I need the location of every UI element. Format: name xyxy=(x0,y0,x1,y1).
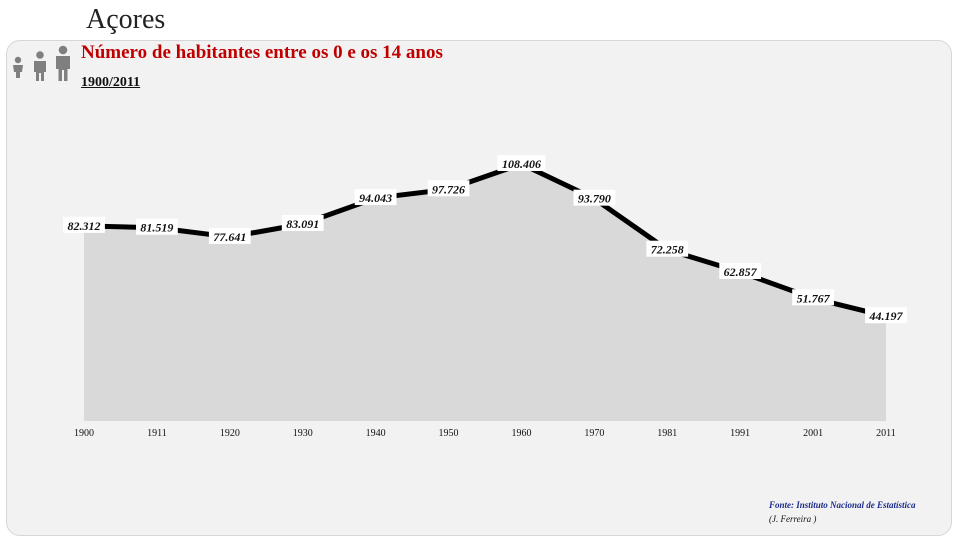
x-tick-label: 1900 xyxy=(74,428,94,439)
x-tick-label: 1920 xyxy=(220,428,240,439)
data-point-1970: 93.790 xyxy=(573,189,616,206)
x-tick-label: 1991 xyxy=(730,428,750,439)
data-label: 77.641 xyxy=(213,230,246,244)
data-point-1950: 97.726 xyxy=(427,180,470,197)
x-tick-label: 1981 xyxy=(657,428,677,439)
data-label: 72.258 xyxy=(651,243,684,257)
people-icon xyxy=(13,45,70,81)
data-label: 82.312 xyxy=(68,219,101,233)
data-point-1991: 62.857 xyxy=(719,262,762,279)
data-point-1960: 108.406 xyxy=(497,155,546,171)
x-tick-label: 1950 xyxy=(439,428,459,439)
data-point-2001: 51.767 xyxy=(792,289,834,306)
author-credit: (J. Ferreira ) xyxy=(769,514,817,524)
data-point-2011: 44.197 xyxy=(865,307,907,324)
data-point-1930: 83.091 xyxy=(281,215,324,232)
x-tick-label: 1911 xyxy=(147,428,167,439)
source-credit: Fonte: Instituto Nacional de Estatística xyxy=(769,500,916,510)
data-label: 83.091 xyxy=(286,217,319,231)
data-label: 81.519 xyxy=(140,221,173,235)
x-tick-label: 1930 xyxy=(293,428,313,439)
x-tick-label: 1970 xyxy=(584,428,604,439)
data-point-1981: 72.258 xyxy=(646,240,689,257)
x-tick-label: 2011 xyxy=(876,428,896,439)
x-tick-label: 1940 xyxy=(366,428,386,439)
data-label: 62.857 xyxy=(724,265,758,279)
page-title: Açores xyxy=(86,4,166,35)
x-tick-label: 1960 xyxy=(511,428,531,439)
x-tick-label: 2001 xyxy=(803,428,823,439)
data-label: 93.790 xyxy=(578,192,611,206)
data-label: 97.726 xyxy=(432,182,465,196)
data-label: 108.406 xyxy=(502,157,541,171)
data-label: 44.197 xyxy=(869,309,904,323)
data-point-1940: 94.043 xyxy=(354,189,397,206)
data-point-1911: 81.519 xyxy=(136,218,178,235)
chart-title: Número de habitantes entre os 0 e os 14 … xyxy=(81,42,443,63)
chart-subtitle: 1900/2011 xyxy=(81,75,141,90)
data-point-1920: 77.641 xyxy=(208,227,251,244)
data-point-1900: 82.312 xyxy=(63,216,105,233)
data-label: 94.043 xyxy=(359,191,392,205)
area-fill xyxy=(84,164,886,421)
data-label: 51.767 xyxy=(797,291,831,305)
